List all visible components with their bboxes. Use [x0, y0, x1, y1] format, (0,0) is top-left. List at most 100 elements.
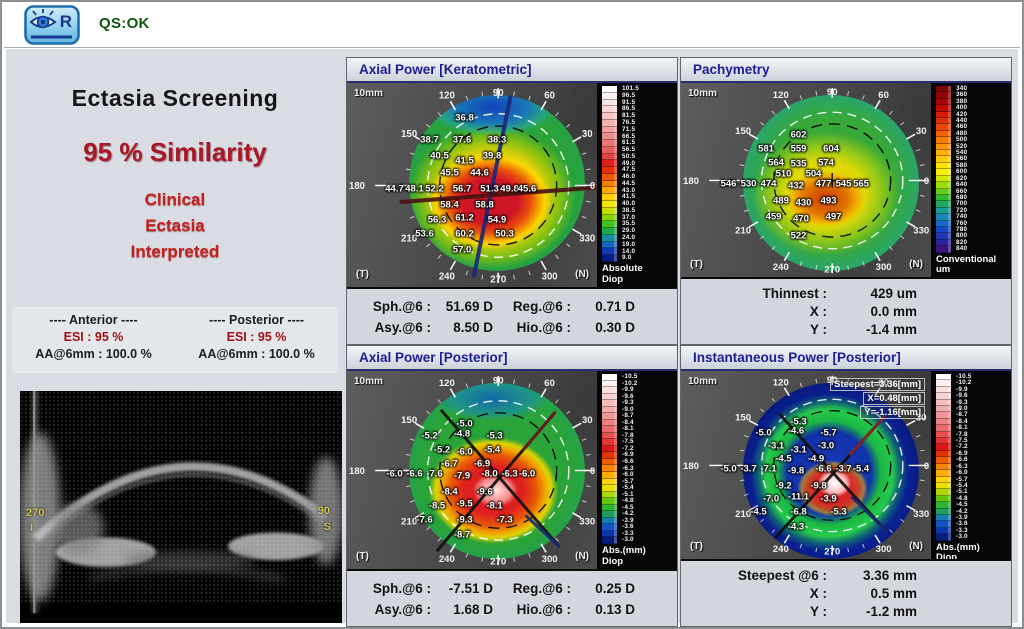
svg-text:120: 120 [439, 90, 455, 101]
scale-cell: -9.9 [936, 386, 1008, 394]
map-value: 564 [768, 157, 784, 169]
scale-cell: -3.0 [602, 536, 674, 544]
scale-cell: 46.0 [602, 173, 674, 181]
scale-cell: 640 [936, 181, 1008, 189]
map-value: -7.6 [416, 514, 433, 525]
map-value: -11.1 [787, 491, 810, 503]
oct-cross-section-image[interactable]: 270 I 90 S [20, 391, 342, 623]
svg-text:150: 150 [735, 125, 751, 136]
map-value: -4.5 [750, 506, 767, 518]
scale-cell: -6.3 [936, 463, 1008, 471]
scale-cell: 600 [936, 168, 1008, 176]
scale-cell: -5.4 [936, 482, 1008, 490]
scale-cell: 40.0 [602, 200, 674, 208]
map-value: 581 [758, 143, 774, 155]
esi-anterior-aa: AA@6mm : 100.0 % [35, 347, 152, 361]
scale-cell: 780 [936, 226, 1008, 234]
map-value: 38.7 [420, 134, 439, 146]
svg-text:300: 300 [876, 544, 892, 554]
map-value: -4.3 [787, 521, 805, 533]
svg-text:240: 240 [773, 544, 789, 554]
map-value: 52.2 [425, 183, 444, 195]
map-value: -6.7 [441, 458, 458, 470]
map-value: 41.5 [455, 155, 474, 167]
scale-caption: Abs.(mm) Diop [602, 544, 674, 567]
map-value: -5.2 [433, 444, 451, 456]
stat-label: Asy.@6 : [374, 602, 431, 617]
map-value: -3.0 [817, 440, 835, 452]
stat-label: X : [809, 586, 827, 601]
map-grid-overlay: 0 30 60 90 120 150 180 210 240 270 300 330 [349, 88, 597, 285]
svg-text:90: 90 [493, 88, 504, 99]
scale-cell: 76.5 [602, 119, 674, 127]
svg-text:60: 60 [878, 378, 889, 388]
svg-text:30: 30 [582, 415, 593, 426]
scale-cell: 71.5 [602, 126, 674, 134]
svg-text:0: 0 [924, 175, 929, 186]
map-value: -5.3 [790, 416, 807, 428]
svg-text:150: 150 [735, 413, 751, 423]
svg-text:0: 0 [590, 466, 595, 477]
scale-cell: 680 [936, 194, 1008, 202]
map-grid-overlay: 0 30 60 90 120 150 180 210 240 270 300 330 [349, 375, 595, 567]
svg-text:150: 150 [401, 129, 417, 140]
map-value: 530 [740, 178, 757, 190]
scale-cell: 380 [936, 98, 1008, 106]
scale-cell: -7.8 [936, 431, 1008, 439]
map-value: 545 [835, 178, 852, 190]
scale-cell: 660 [936, 188, 1008, 195]
scale-cell: -6.9 [602, 452, 674, 459]
map-value: 36.8 [455, 112, 474, 124]
scale-cell: 35.5 [602, 221, 674, 229]
map-value: 48.1 [405, 183, 424, 195]
svg-text:330: 330 [913, 225, 929, 236]
instantaneous-posterior-map[interactable]: 0 30 60 90 120 150 180 210 240 270 300 330 -5.3 -5.0… [681, 371, 1011, 561]
axial-keratometric-map[interactable]: 0 30 60 90 120 150 180 210 240 270 300 330 36.8 38.7… [347, 83, 677, 289]
pachymetry-map[interactable]: 0 30 60 90 120 150 180 210 240 270 300 330 602 581 55… [681, 83, 1011, 279]
map-value: 39.8 [482, 150, 502, 162]
scale-cell: 620 [936, 175, 1008, 183]
panel-title: Instantaneous Power [Posterior] [681, 346, 1011, 371]
oct-angle-left: 270 [26, 507, 45, 519]
stat-label: Hio.@6 : [516, 602, 571, 617]
scale-cell: -9.9 [602, 386, 674, 394]
map-value: 546 [720, 178, 737, 190]
map-value: -4.8 [453, 428, 471, 440]
scale-cell: -3.9 [936, 514, 1008, 522]
map-value: -7.3 [496, 514, 513, 525]
stat-value: 429 um [870, 286, 917, 301]
scale-cells: -10.5 -10.2 -9.9 -9.6 -9.3 -9.0 -8.7 -8.4 -8.1 -7… [936, 373, 1008, 541]
map-value: -8.0 [481, 468, 498, 480]
scale-cell: 37.0 [602, 214, 674, 222]
scale-caption: Conventional um [936, 253, 1008, 276]
svg-text:300: 300 [542, 554, 558, 565]
scale-cell: -8.7 [602, 412, 674, 420]
map-value: 470 [793, 213, 809, 225]
map-value: -9.3 [456, 514, 473, 525]
scale-cell: 340 [936, 85, 1008, 93]
map-value: -5.2 [421, 430, 438, 442]
map-value: 61.2 [455, 212, 474, 224]
scale-caption-line: Diop [602, 555, 624, 567]
scale-cell: -4.2 [936, 508, 1008, 515]
stat-value: 0.5 mm [870, 586, 917, 601]
stat-label: X : [809, 304, 827, 319]
panel-title: Pachymetry [681, 58, 1011, 83]
scale-caption: Abs.(mm) Diop [936, 541, 1008, 559]
stat-value: 0.71 D [595, 299, 635, 314]
map-value: 57.0 [452, 244, 472, 256]
scale-cell: -10.5 [936, 373, 1008, 381]
stat-label: Sph.@6 : [372, 581, 431, 596]
temporal-label: (T) [356, 269, 369, 280]
axial-posterior-map[interactable]: 0 30 60 90 120 150 180 210 240 270 300 330 -5.0 -5.2… [347, 371, 677, 571]
scale-cell: 500 [936, 136, 1008, 144]
right-eye-logo-button[interactable]: R [24, 5, 80, 45]
scale-cell: -3.3 [602, 530, 674, 538]
eye-side-label: R [59, 12, 72, 31]
scale-cell: 38.5 [602, 207, 674, 215]
map-statistics: Sph.@6 : -7.51 D Reg.@6 : 0.25 D Asy.@6 : 1.6… [347, 571, 677, 626]
scale-cell: -4.5 [602, 504, 674, 512]
map-value: 38.3 [487, 134, 507, 146]
map-value: 44.6 [470, 167, 489, 179]
map-value: 559 [790, 143, 807, 155]
